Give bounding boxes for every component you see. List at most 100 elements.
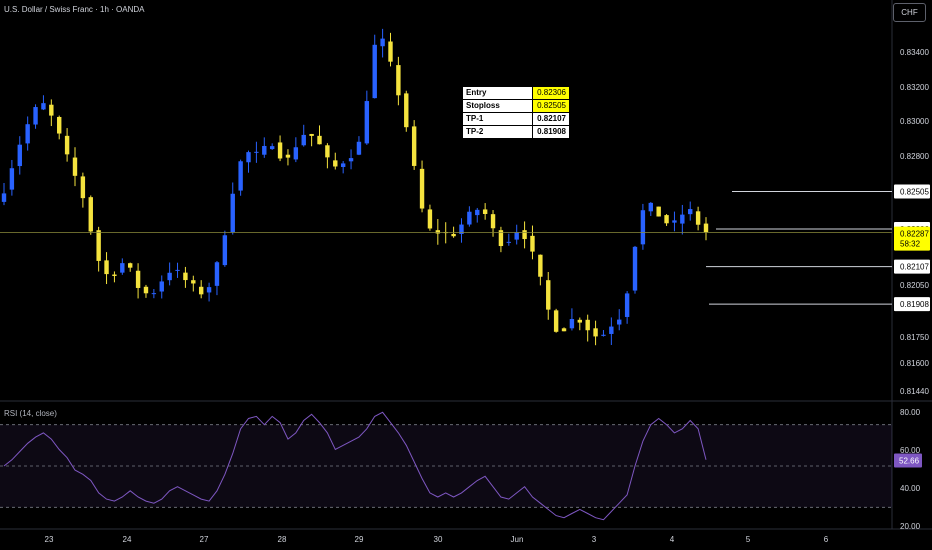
bull-candle <box>506 241 512 243</box>
bear-candle <box>411 126 417 166</box>
bull-candle <box>475 209 480 216</box>
bar-countdown-label: 58:32 <box>900 240 921 249</box>
bull-candle <box>222 235 228 266</box>
bear-candle <box>396 65 401 96</box>
time-axis-label: 4 <box>670 535 675 544</box>
bear-candle <box>435 230 441 234</box>
time-axis-label: 29 <box>355 535 364 544</box>
bull-candle <box>167 272 172 281</box>
bear-candle <box>64 135 70 155</box>
bear-candle <box>317 135 322 145</box>
bear-candle <box>427 209 433 229</box>
bear-candle <box>482 209 488 214</box>
bull-candle <box>467 211 472 225</box>
price-axis-label: 0.83200 <box>900 83 929 92</box>
bear-candle <box>498 230 504 247</box>
levels-label: Stoploss <box>462 99 533 113</box>
bull-candle <box>41 103 46 110</box>
bear-candle <box>198 286 204 295</box>
bull-candle <box>262 145 267 155</box>
bear-candle <box>104 260 109 275</box>
levels-label: TP-1 <box>462 112 533 126</box>
bear-candle <box>553 310 559 332</box>
bear-candle <box>577 319 582 323</box>
bull-candle <box>120 263 125 273</box>
level-tag-tp-1 <box>894 259 930 274</box>
bear-candle <box>593 328 598 337</box>
levels-row-tp2: TP-2 0.81908 <box>462 125 570 139</box>
bear-candle <box>695 211 701 225</box>
bull-candle <box>151 293 157 295</box>
levels-label: Entry <box>462 86 533 100</box>
time-axis-label: 27 <box>200 535 209 544</box>
bull-candle <box>254 151 259 153</box>
bull-candle <box>348 158 354 162</box>
bear-candle <box>112 274 117 276</box>
levels-row-stoploss: Stoploss 0.82505 <box>462 99 570 113</box>
levels-row-tp1: TP-1 0.82107 <box>462 112 570 126</box>
levels-value: 0.82505 <box>532 99 570 113</box>
bull-candle <box>238 161 243 191</box>
bear-candle <box>80 176 86 199</box>
rsi-axis-label: 40.00 <box>900 484 921 493</box>
levels-value: 0.82107 <box>532 112 570 126</box>
bear-candle <box>522 230 527 240</box>
rsi-line <box>3 411 707 521</box>
price-axis-label: 0.83000 <box>900 117 929 126</box>
bull-candle <box>609 326 614 334</box>
bear-candle <box>57 116 62 134</box>
bull-candle <box>601 334 606 336</box>
time-axis-label: 6 <box>824 535 829 544</box>
bear-candle <box>49 104 54 116</box>
bear-candle <box>664 215 669 224</box>
bear-candle <box>183 272 188 281</box>
bull-candle <box>206 287 212 293</box>
bull-candle <box>680 214 685 224</box>
bull-candle <box>364 101 370 144</box>
price-axis-label: 0.81440 <box>900 387 929 396</box>
bear-candle <box>277 142 283 159</box>
bear-candle <box>96 230 101 261</box>
bull-candle <box>159 281 164 292</box>
bull-candle <box>214 262 220 286</box>
bear-candle <box>191 280 196 284</box>
rsi-current-tag <box>894 453 922 468</box>
bear-candle <box>404 93 409 128</box>
bull-candle <box>624 293 630 317</box>
bull-candle <box>569 319 575 329</box>
bull-candle <box>340 163 346 167</box>
time-axis-label: 5 <box>746 535 751 544</box>
bull-candle <box>230 193 235 233</box>
rsi-axis-label: 60.00 <box>900 446 921 455</box>
bull-candle <box>25 124 30 144</box>
bear-candle <box>546 280 551 310</box>
bull-candle <box>640 210 646 245</box>
price-axis-label: 0.82050 <box>900 281 929 290</box>
bear-candle <box>451 233 456 237</box>
currency-button[interactable]: CHF <box>893 3 926 22</box>
bull-candle <box>514 232 519 240</box>
rsi-axis-label: 20.00 <box>900 522 921 531</box>
levels-value: 0.82306 <box>532 86 570 100</box>
bull-candle <box>246 152 251 163</box>
bull-candle <box>356 141 362 155</box>
time-axis-label: Jun <box>511 535 524 544</box>
bear-candle <box>143 286 149 294</box>
current-price-label: 0.82287 <box>900 230 929 239</box>
levels-value: 0.81908 <box>532 125 570 139</box>
levels-row-entry: Entry 0.82306 <box>462 86 570 100</box>
bull-candle <box>33 107 38 125</box>
rsi-current-label: 52.66 <box>899 457 920 466</box>
levels-label: TP-2 <box>462 125 533 139</box>
level-tag-label: 0.82107 <box>900 263 929 272</box>
levels-table: Entry 0.82306 Stoploss 0.82505 TP-1 0.82… <box>462 86 570 139</box>
level-tag-label: 0.81908 <box>900 300 929 309</box>
time-axis-label: 23 <box>45 535 54 544</box>
bull-candle <box>9 168 15 190</box>
time-axis-label: 24 <box>123 535 132 544</box>
bull-candle <box>175 269 180 271</box>
bear-candle <box>538 254 543 277</box>
bear-candle <box>135 270 141 288</box>
bear-candle <box>530 235 535 252</box>
